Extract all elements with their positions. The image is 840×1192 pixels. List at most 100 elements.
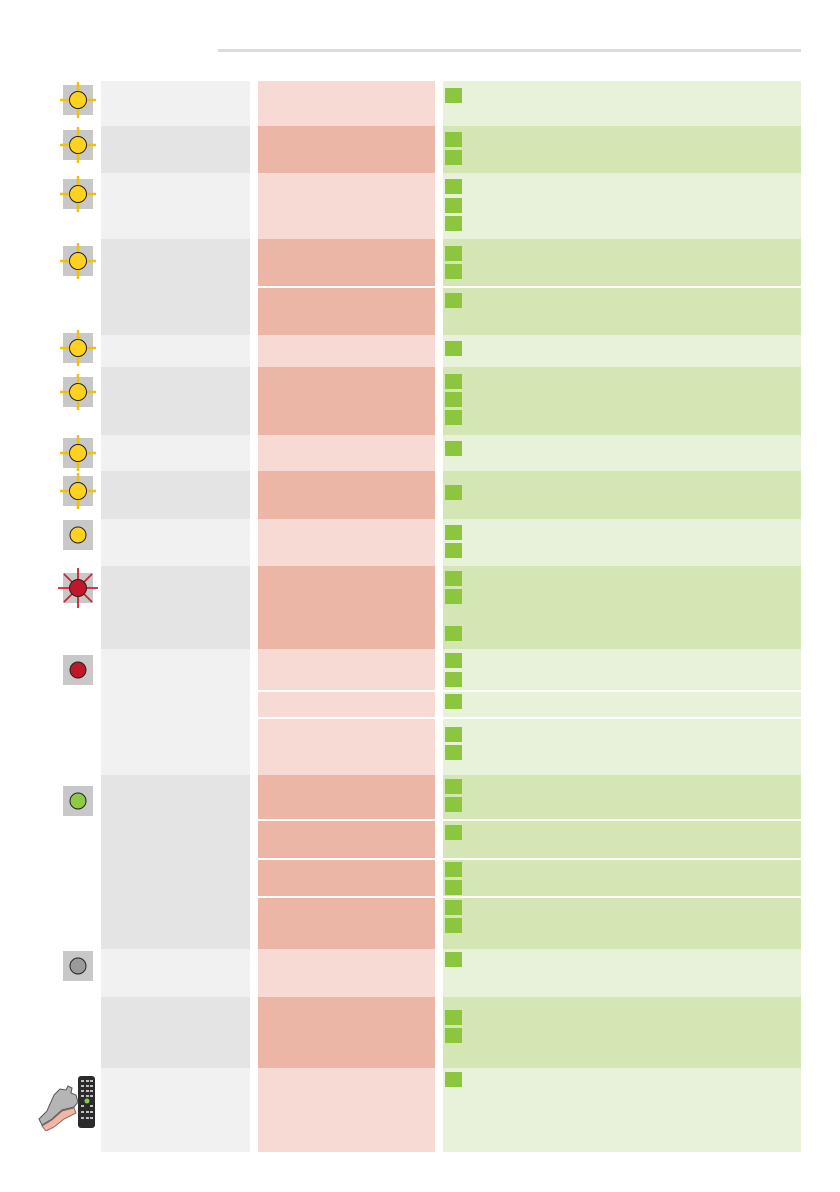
bullet bbox=[445, 918, 462, 933]
bullet bbox=[445, 571, 462, 586]
remedy-cell bbox=[443, 239, 801, 286]
flashing-yellow-lamp-icon bbox=[60, 127, 96, 163]
remedy-cell bbox=[443, 692, 801, 717]
off-lamp-icon bbox=[63, 951, 93, 981]
cause-cell bbox=[258, 649, 435, 690]
bullet bbox=[445, 264, 462, 279]
flashing-red-lamp-icon bbox=[58, 568, 98, 608]
bullet bbox=[445, 694, 462, 709]
header-rule bbox=[218, 49, 801, 52]
cause-cell bbox=[258, 775, 435, 819]
bullet bbox=[445, 653, 462, 668]
status-cell bbox=[101, 471, 250, 519]
bullet bbox=[445, 727, 462, 742]
bullet bbox=[445, 880, 462, 895]
cause-cell bbox=[258, 821, 435, 858]
remedy-cell bbox=[443, 821, 801, 858]
remedy-cell bbox=[443, 81, 801, 126]
status-cell bbox=[101, 997, 250, 1068]
bullet bbox=[445, 392, 462, 407]
status-cell bbox=[101, 649, 250, 775]
cause-cell bbox=[258, 81, 435, 126]
flashing-yellow-lamp-icon bbox=[60, 473, 96, 509]
remedy-cell bbox=[443, 288, 801, 335]
bullet bbox=[445, 198, 462, 213]
steady-green-lamp-icon bbox=[63, 786, 93, 816]
flashing-yellow-lamp-icon bbox=[60, 435, 96, 471]
flashing-yellow-lamp-icon bbox=[60, 176, 96, 212]
bullet bbox=[445, 825, 462, 840]
status-cell bbox=[101, 239, 250, 335]
cause-cell bbox=[258, 692, 435, 717]
bullet bbox=[445, 150, 462, 165]
remedy-cell bbox=[443, 1068, 801, 1152]
cause-cell bbox=[258, 949, 435, 997]
bullet bbox=[445, 1028, 462, 1043]
steady-red-lamp-icon bbox=[63, 655, 93, 685]
bullet bbox=[445, 862, 462, 877]
cause-cell bbox=[258, 519, 435, 566]
remedy-cell bbox=[443, 898, 801, 949]
bullet bbox=[445, 900, 462, 915]
cause-cell bbox=[258, 566, 435, 649]
status-cell bbox=[101, 519, 250, 566]
status-cell bbox=[101, 335, 250, 367]
remedy-cell bbox=[443, 519, 801, 566]
bullet bbox=[445, 216, 462, 231]
bullet bbox=[445, 525, 462, 540]
hand-remote-control-icon bbox=[38, 1076, 95, 1131]
cause-cell bbox=[258, 367, 435, 435]
status-cell bbox=[101, 126, 250, 173]
cause-cell bbox=[258, 1068, 435, 1152]
bullet bbox=[445, 589, 462, 604]
status-cell bbox=[101, 1068, 250, 1152]
cause-cell bbox=[258, 860, 435, 896]
bullet bbox=[445, 410, 462, 425]
remedy-cell bbox=[443, 435, 801, 471]
bullet bbox=[445, 779, 462, 794]
bullet bbox=[445, 88, 462, 103]
bullet bbox=[445, 952, 462, 967]
bullet bbox=[445, 179, 462, 194]
cause-cell bbox=[258, 335, 435, 367]
cause-cell bbox=[258, 997, 435, 1068]
remedy-cell bbox=[443, 949, 801, 997]
status-cell bbox=[101, 435, 250, 471]
status-cell bbox=[101, 81, 250, 126]
bullet bbox=[445, 441, 462, 456]
flashing-yellow-lamp-icon bbox=[60, 82, 96, 118]
bullet bbox=[445, 543, 462, 558]
flashing-yellow-lamp-icon bbox=[60, 330, 96, 366]
bullet bbox=[445, 246, 462, 261]
status-cell bbox=[101, 367, 250, 435]
bullet bbox=[445, 341, 462, 356]
remedy-cell bbox=[443, 126, 801, 173]
flashing-yellow-lamp-icon bbox=[60, 243, 96, 279]
remedy-cell bbox=[443, 997, 801, 1068]
bullet bbox=[445, 293, 462, 308]
remedy-cell bbox=[443, 471, 801, 519]
bullet bbox=[445, 797, 462, 812]
status-cell bbox=[101, 173, 250, 239]
cause-cell bbox=[258, 435, 435, 471]
bullet bbox=[445, 1010, 462, 1025]
remedy-cell bbox=[443, 173, 801, 239]
steady-yellow-lamp-icon bbox=[63, 520, 93, 550]
remedy-cell bbox=[443, 566, 801, 649]
bullet bbox=[445, 1072, 462, 1087]
remedy-cell bbox=[443, 860, 801, 896]
remedy-cell bbox=[443, 719, 801, 775]
cause-cell bbox=[258, 719, 435, 775]
bullet bbox=[445, 485, 462, 500]
bullet bbox=[445, 132, 462, 147]
cause-cell bbox=[258, 126, 435, 173]
cause-cell bbox=[258, 173, 435, 239]
cause-cell bbox=[258, 471, 435, 519]
bullet bbox=[445, 745, 462, 760]
bullet bbox=[445, 374, 462, 389]
status-cell bbox=[101, 566, 250, 649]
bullet bbox=[445, 672, 462, 687]
cause-cell bbox=[258, 239, 435, 286]
flashing-yellow-lamp-icon bbox=[60, 374, 96, 410]
cause-cell bbox=[258, 288, 435, 335]
